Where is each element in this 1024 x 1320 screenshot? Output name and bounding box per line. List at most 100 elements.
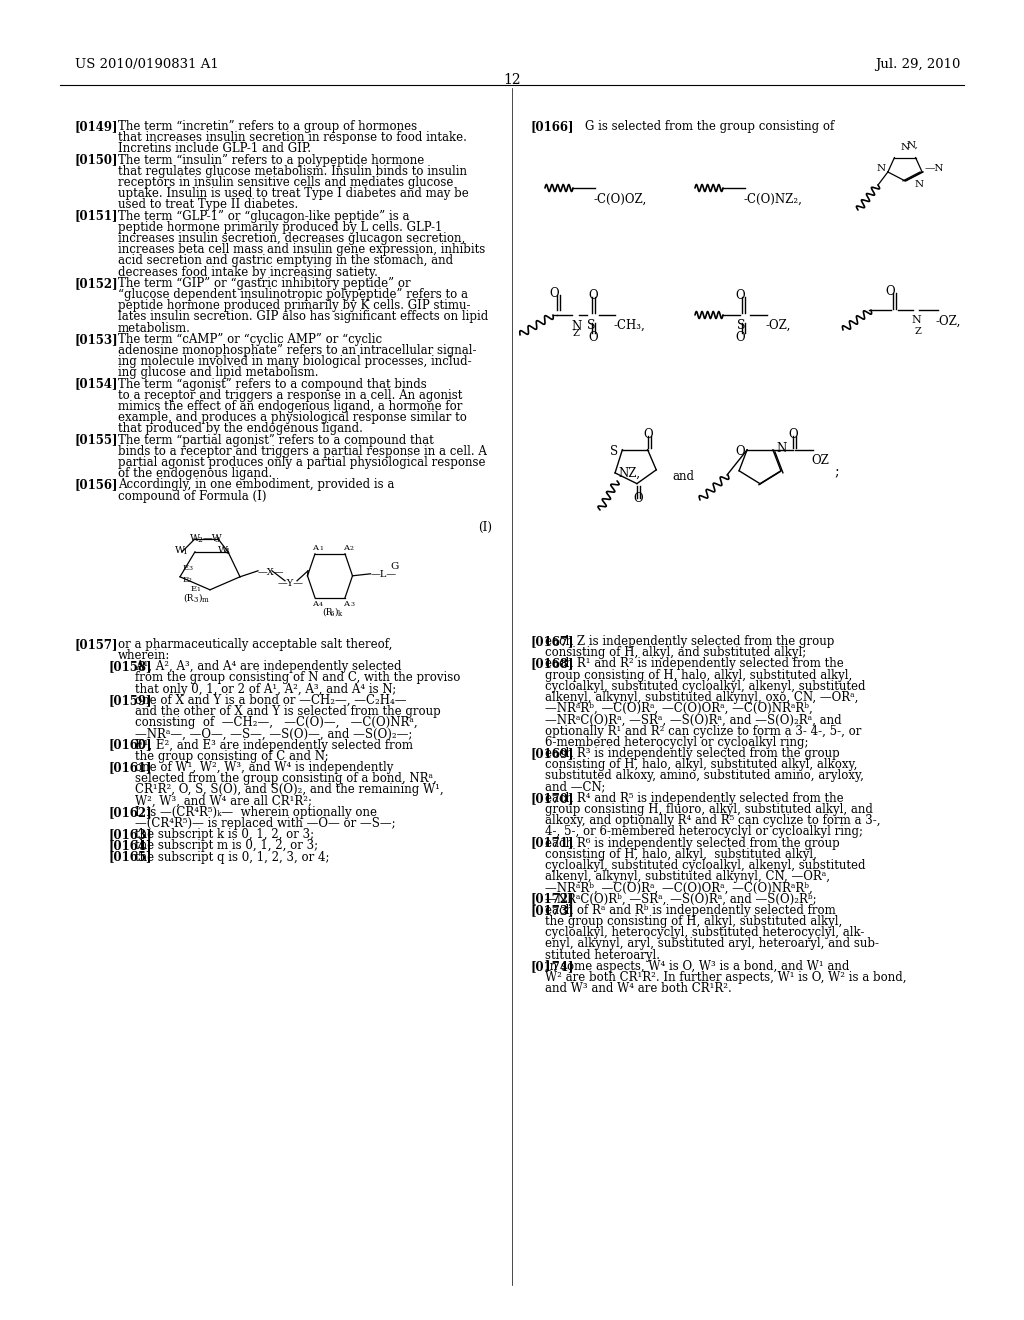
Text: N,: N, [907, 141, 919, 150]
Text: [0152]: [0152] [75, 277, 119, 290]
Text: N: N [901, 143, 910, 152]
Text: A: A [312, 599, 318, 607]
Text: [0160]: [0160] [108, 739, 152, 751]
Text: [0173]: [0173] [530, 904, 573, 917]
Text: each Z is independently selected from the group: each Z is independently selected from th… [545, 635, 835, 648]
Text: (R: (R [322, 607, 333, 616]
Text: 12: 12 [503, 73, 521, 87]
Text: acid secretion and gastric emptying in the stomach, and: acid secretion and gastric emptying in t… [118, 255, 454, 268]
Text: group consisting H, fluoro, alkyl, substituted alkyl, and: group consisting H, fluoro, alkyl, subst… [545, 803, 872, 816]
Text: S: S [737, 319, 745, 333]
Text: 4: 4 [319, 602, 324, 607]
Text: that only 0, 1, or 2 of A¹, A², A³, and A⁴ is N;: that only 0, 1, or 2 of A¹, A², A³, and … [135, 682, 396, 696]
Text: each R⁶ is independently selected from the group: each R⁶ is independently selected from t… [545, 837, 840, 850]
Text: decreases food intake by increasing satiety.: decreases food intake by increasing sati… [118, 265, 378, 279]
Text: 3: 3 [350, 602, 354, 607]
Text: O: O [588, 289, 598, 302]
Text: Incretins include GLP-1 and GIP.: Incretins include GLP-1 and GIP. [118, 143, 311, 156]
Text: —NRᵃ—, —O—, —S—, —S(O)—, and —S(O)₂—;: —NRᵃ—, —O—, —S—, —S(O)—, and —S(O)₂—; [135, 727, 413, 741]
Text: —L—: —L— [371, 570, 396, 578]
Text: Z: Z [915, 327, 922, 337]
Text: [0171]: [0171] [530, 837, 573, 850]
Text: 4: 4 [225, 548, 229, 556]
Text: O: O [633, 491, 642, 504]
Text: wherein:: wherein: [118, 649, 170, 663]
Text: —N: —N [925, 164, 944, 173]
Text: 6-membered heterocyclyl or cycloalkyl ring;: 6-membered heterocyclyl or cycloalkyl ri… [545, 735, 809, 748]
Text: N: N [915, 180, 924, 189]
Text: —NRᵃC(O)Rᵃ, —SRᵃ, —S(O)Rᵃ, and —S(O)₂Rᵃ, and: —NRᵃC(O)Rᵃ, —SRᵃ, —S(O)Rᵃ, and —S(O)₂Rᵃ,… [545, 713, 842, 726]
Text: W: W [190, 533, 200, 543]
Text: [0166]: [0166] [530, 120, 573, 133]
Text: 1: 1 [196, 587, 200, 591]
Text: [0159]: [0159] [108, 694, 152, 706]
Text: The term “GLP-1” or “glucagon-like peptide” is a: The term “GLP-1” or “glucagon-like pepti… [118, 210, 410, 223]
Text: used to treat Type II diabetes.: used to treat Type II diabetes. [118, 198, 298, 211]
Text: 1: 1 [182, 548, 186, 556]
Text: O: O [787, 428, 798, 441]
Text: that regulates glucose metabolism. Insulin binds to insulin: that regulates glucose metabolism. Insul… [118, 165, 467, 178]
Text: -OZ,: -OZ, [936, 315, 962, 327]
Text: or a pharmaceutically acceptable salt thereof,: or a pharmaceutically acceptable salt th… [118, 638, 392, 651]
Text: [0151]: [0151] [75, 210, 119, 223]
Text: 3: 3 [214, 536, 219, 544]
Text: [0172]: [0172] [530, 892, 573, 906]
Text: S: S [610, 445, 618, 458]
Text: and W³ and W⁴ are both CR¹R².: and W³ and W⁴ are both CR¹R². [545, 982, 732, 995]
Text: The term “insulin” refers to a polypeptide hormone: The term “insulin” refers to a polypepti… [118, 153, 424, 166]
Text: 3: 3 [188, 566, 193, 570]
Text: E: E [191, 585, 198, 593]
Text: [0169]: [0169] [530, 747, 573, 760]
Text: A: A [343, 544, 349, 552]
Text: O: O [885, 285, 895, 298]
Text: each of Rᵃ and Rᵇ is independently selected from: each of Rᵃ and Rᵇ is independently selec… [545, 904, 836, 917]
Text: [0164]: [0164] [108, 840, 152, 853]
Text: —W: —W [203, 533, 223, 543]
Text: [0153]: [0153] [75, 333, 119, 346]
Text: —Y—: —Y— [278, 578, 304, 587]
Text: k: k [338, 610, 342, 618]
Text: OZ: OZ [811, 454, 828, 467]
Text: stituted heteroaryl.: stituted heteroaryl. [545, 949, 660, 961]
Text: partial agonist produces only a partial physiological response: partial agonist produces only a partial … [118, 455, 485, 469]
Text: lates insulin secretion. GIP also has significant effects on lipid: lates insulin secretion. GIP also has si… [118, 310, 488, 323]
Text: (R: (R [183, 594, 194, 603]
Text: —(CR⁴R⁵)— is replaced with —O— or —S—;: —(CR⁴R⁵)— is replaced with —O— or —S—; [135, 817, 395, 830]
Text: W: W [175, 545, 185, 554]
Text: the subscript q is 0, 1, 2, 3, or 4;: the subscript q is 0, 1, 2, 3, or 4; [135, 850, 330, 863]
Text: optionally R¹ and R² can cyclize to form a 3- 4-, 5-, or: optionally R¹ and R² can cyclize to form… [545, 725, 861, 738]
Text: G is selected from the group consisting of: G is selected from the group consisting … [585, 120, 835, 133]
Text: binds to a receptor and triggers a partial response in a cell. A: binds to a receptor and triggers a parti… [118, 445, 486, 458]
Text: A: A [343, 599, 349, 607]
Text: consisting  of  —CH₂—,   —C(O)—,   —C(O)NRᵃ,: consisting of —CH₂—, —C(O)—, —C(O)NRᵃ, [135, 717, 418, 729]
Text: ing glucose and lipid metabolism.: ing glucose and lipid metabolism. [118, 367, 318, 379]
Text: [0174]: [0174] [530, 960, 573, 973]
Text: “glucose dependent insulinotropic polypeptide” refers to a: “glucose dependent insulinotropic polype… [118, 288, 468, 301]
Text: each R¹ and R² is independently selected from the: each R¹ and R² is independently selected… [545, 657, 844, 671]
Text: [0149]: [0149] [75, 120, 119, 133]
Text: ): ) [334, 607, 338, 616]
Text: 3: 3 [194, 595, 199, 603]
Text: US 2010/0190831 A1: US 2010/0190831 A1 [75, 58, 219, 71]
Text: Accordingly, in one embodiment, provided is a: Accordingly, in one embodiment, provided… [118, 478, 394, 491]
Text: the group consisting of H, alkyl, substituted alkyl,: the group consisting of H, alkyl, substi… [545, 915, 843, 928]
Text: ing molecule involved in many biological processes, includ-: ing molecule involved in many biological… [118, 355, 472, 368]
Text: N: N [776, 442, 786, 455]
Text: 2: 2 [350, 545, 354, 550]
Text: metabolism.: metabolism. [118, 322, 190, 334]
Text: O: O [735, 331, 744, 345]
Text: -C(O)OZ,: -C(O)OZ, [594, 193, 647, 206]
Text: In some aspects, W⁴ is O, W³ is a bond, and W¹ and: In some aspects, W⁴ is O, W³ is a bond, … [545, 960, 849, 973]
Text: cycloalkyl, substituted cycloalkyl, alkenyl, substituted: cycloalkyl, substituted cycloalkyl, alke… [545, 680, 865, 693]
Text: peptide hormone produced primarily by K cells. GIP stimu-: peptide hormone produced primarily by K … [118, 300, 470, 313]
Text: [0157]: [0157] [75, 638, 119, 651]
Text: 1: 1 [319, 545, 323, 550]
Text: each R⁴ and R⁵ is independently selected from the: each R⁴ and R⁵ is independently selected… [545, 792, 844, 805]
Text: consisting of H, halo, alkyl,  substituted alkyl,: consisting of H, halo, alkyl, substitute… [545, 847, 817, 861]
Text: A: A [312, 544, 318, 552]
Text: O: O [735, 445, 744, 458]
Text: ;: ; [835, 465, 840, 479]
Text: that produced by the endogenous ligand.: that produced by the endogenous ligand. [118, 422, 362, 436]
Text: —NRᵃC(O)Rᵇ, —SRᵃ, —S(O)Rᵃ, and —S(O)₂Rᵇ;: —NRᵃC(O)Rᵇ, —SRᵃ, —S(O)Rᵃ, and —S(O)₂Rᵇ; [545, 892, 816, 906]
Text: cycloalkyl, heterocyclyl, substituted heterocyclyl, alk-: cycloalkyl, heterocyclyl, substituted he… [545, 927, 864, 940]
